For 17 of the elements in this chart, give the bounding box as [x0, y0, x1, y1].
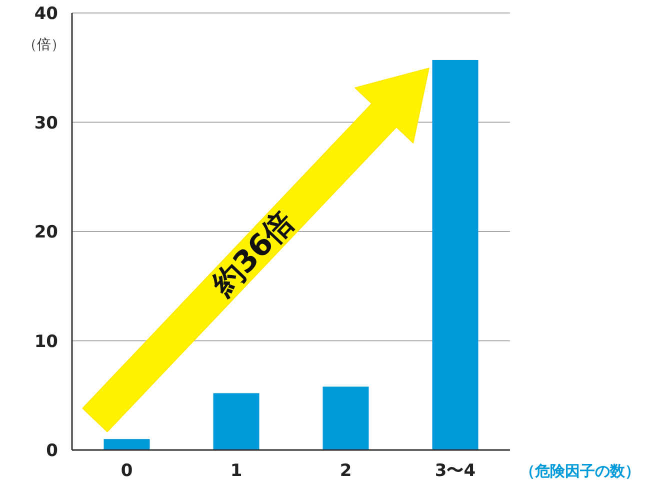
y-axis-title: （倍） [23, 37, 65, 53]
x-tick-label: 2 [340, 461, 352, 481]
arrow: 約36倍 [82, 68, 430, 432]
y-tick-label: 0 [46, 441, 58, 461]
x-tick-label: 0 [120, 461, 133, 481]
y-tick-label: 30 [34, 113, 58, 134]
annotation: 約36倍 [205, 204, 302, 304]
bar [104, 439, 150, 450]
y-tick-label: 20 [34, 222, 58, 242]
bar [432, 60, 478, 450]
x-tick-label: 1 [230, 461, 242, 481]
x-axis-title: （危険因子の数） [520, 462, 640, 480]
y-tick-label: 10 [34, 332, 58, 352]
x-tick-label: 3〜4 [434, 461, 476, 481]
bar [322, 386, 369, 450]
y-tick-label: 40 [34, 4, 58, 24]
bar [213, 393, 260, 450]
